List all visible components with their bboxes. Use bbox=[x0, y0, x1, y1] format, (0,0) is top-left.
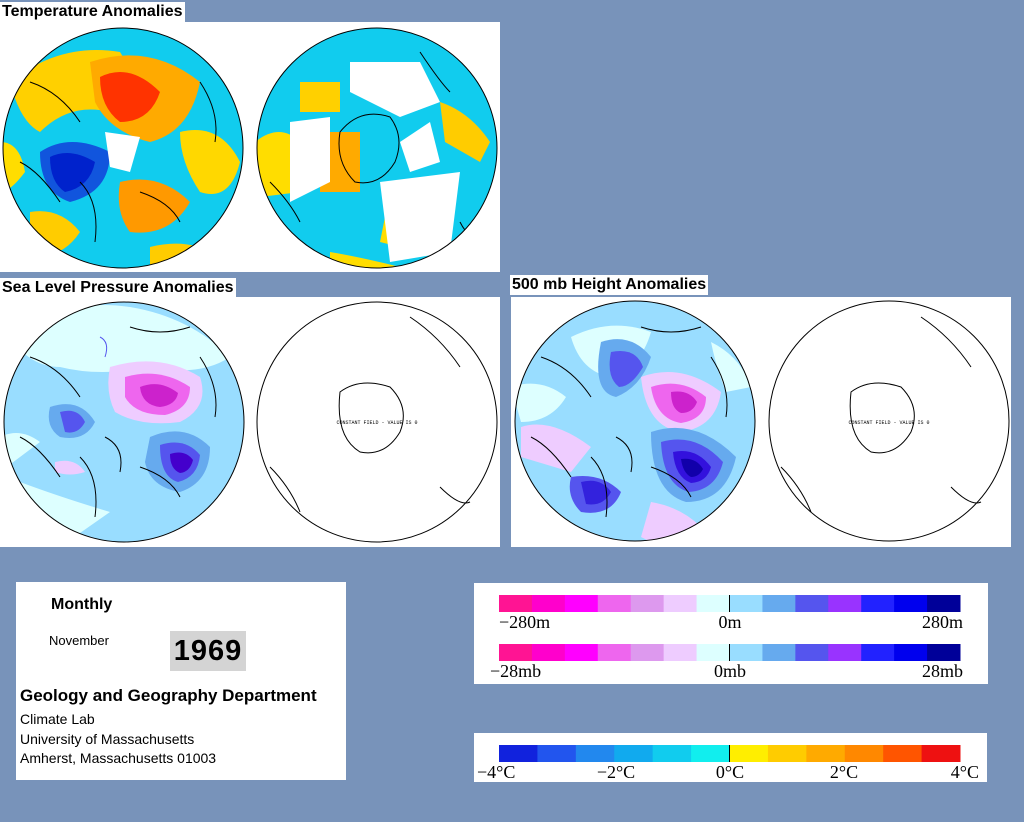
temperature-legend: −4°C −2°C 0°C 2°C 4°C bbox=[474, 733, 987, 782]
height-colorbar-swatch bbox=[894, 595, 928, 612]
temperature-title: Temperature Anomalies bbox=[0, 2, 185, 22]
info-box: Monthly November 1969 Geology and Geogra… bbox=[16, 582, 346, 780]
slp-maps: CONSTANT FIELD - VALUE IS 0 bbox=[3, 301, 498, 543]
height-south-hemisphere bbox=[768, 300, 1010, 542]
height-colorbar-swatch bbox=[597, 595, 632, 612]
university-label: University of Massachusetts bbox=[20, 731, 195, 747]
temperature-colorbar-swatch bbox=[806, 745, 846, 762]
height-colorbar-swatch bbox=[564, 595, 599, 612]
pressure-tick-max: 28mb bbox=[922, 661, 963, 681]
temperature-panel bbox=[0, 22, 500, 272]
temperature-colorbar-swatch bbox=[691, 745, 730, 762]
pressure-tick-min: −28mb bbox=[490, 661, 541, 681]
temp-tick-4: 4°C bbox=[951, 762, 979, 782]
height-panel: CONSTANT FIELD - VALUE IS 0 bbox=[511, 297, 1011, 547]
month-label: November bbox=[49, 633, 109, 648]
temp-tick-0: −4°C bbox=[477, 762, 515, 782]
height-tick-min: −280m bbox=[499, 612, 550, 632]
department-label: Geology and Geography Department bbox=[20, 686, 317, 705]
temperature-colorbar bbox=[499, 745, 961, 762]
year-box: 1969 bbox=[170, 631, 246, 671]
temperature-colorbar-swatch bbox=[537, 745, 577, 762]
pressure-colorbar-swatch bbox=[499, 644, 533, 661]
height-colorbar-swatch bbox=[795, 595, 829, 612]
height-colorbar-swatch bbox=[531, 595, 566, 612]
year-label: 1969 bbox=[173, 635, 243, 667]
temperature-colorbar-swatch bbox=[844, 745, 884, 762]
pressure-colorbar-swatch bbox=[531, 644, 566, 661]
temperature-colorbar-swatch bbox=[883, 745, 923, 762]
pressure-colorbar-swatch bbox=[663, 644, 698, 661]
pressure-colorbar-swatch bbox=[564, 644, 599, 661]
temp-tick-1: −2°C bbox=[597, 762, 635, 782]
pressure-colorbar-swatch bbox=[630, 644, 665, 661]
period-label: Monthly bbox=[51, 596, 113, 613]
slp-south-hemisphere bbox=[256, 301, 498, 543]
pressure-colorbar-swatch bbox=[894, 644, 928, 661]
temperature-colorbar-swatch bbox=[614, 745, 654, 762]
temperature-colorbar-swatch bbox=[575, 745, 615, 762]
height-colorbar-swatch bbox=[696, 595, 730, 612]
height-maps: CONSTANT FIELD - VALUE IS 0 bbox=[514, 300, 1010, 542]
pressure-colorbar-swatch bbox=[597, 644, 632, 661]
pressure-colorbar-swatch bbox=[927, 644, 961, 661]
height-pressure-legend-svg: −280m 0m 280m −28mb 0mb 28mb bbox=[490, 595, 963, 681]
temp-tick-2: 0°C bbox=[716, 762, 744, 782]
pressure-colorbar-swatch bbox=[696, 644, 730, 661]
height-colorbar-swatch bbox=[630, 595, 665, 612]
slp-title: Sea Level Pressure Anomalies bbox=[0, 278, 236, 298]
height-colorbar-swatch bbox=[729, 595, 763, 612]
temperature-maps bbox=[2, 27, 498, 269]
height-tick-max: 280m bbox=[922, 612, 963, 632]
temperature-colorbar-swatch bbox=[767, 745, 807, 762]
pressure-colorbar-swatch bbox=[795, 644, 829, 661]
height-colorbar-swatch bbox=[861, 595, 895, 612]
slp-constant-note: CONSTANT FIELD - VALUE IS 0 bbox=[336, 420, 417, 426]
address-label: Amherst, Massachusetts 01003 bbox=[20, 750, 217, 766]
temperature-north-hemisphere bbox=[3, 28, 243, 268]
height-colorbar-swatch bbox=[499, 595, 533, 612]
height-colorbar-swatch bbox=[927, 595, 961, 612]
lab-label: Climate Lab bbox=[20, 711, 95, 727]
temperature-south-hemisphere bbox=[257, 28, 497, 268]
height-north-hemisphere bbox=[515, 301, 755, 541]
pressure-colorbar-swatch bbox=[828, 644, 862, 661]
pressure-colorbar-swatch bbox=[861, 644, 895, 661]
pressure-colorbar-swatch bbox=[762, 644, 796, 661]
pressure-tick-zero: 0mb bbox=[714, 661, 746, 681]
height-colorbar-swatch bbox=[663, 595, 698, 612]
height-pressure-legend: −280m 0m 280m −28mb 0mb 28mb bbox=[474, 583, 988, 684]
height-colorbar-swatch bbox=[762, 595, 796, 612]
slp-north-hemisphere bbox=[4, 302, 244, 542]
temperature-legend-svg: −4°C −2°C 0°C 2°C 4°C bbox=[477, 745, 979, 782]
height-colorbar bbox=[499, 595, 961, 612]
slp-panel: CONSTANT FIELD - VALUE IS 0 bbox=[0, 297, 500, 547]
temperature-colorbar-swatch bbox=[652, 745, 692, 762]
height-colorbar-swatch bbox=[828, 595, 862, 612]
height-title: 500 mb Height Anomalies bbox=[510, 275, 709, 295]
pressure-colorbar-swatch bbox=[729, 644, 763, 661]
pressure-colorbar bbox=[499, 644, 961, 661]
temp-tick-3: 2°C bbox=[830, 762, 858, 782]
temperature-colorbar-swatch bbox=[729, 745, 769, 762]
temperature-colorbar-swatch bbox=[499, 745, 538, 762]
height-constant-note: CONSTANT FIELD - VALUE IS 0 bbox=[848, 420, 929, 426]
height-tick-zero: 0m bbox=[718, 612, 741, 632]
temperature-colorbar-swatch bbox=[921, 745, 961, 762]
